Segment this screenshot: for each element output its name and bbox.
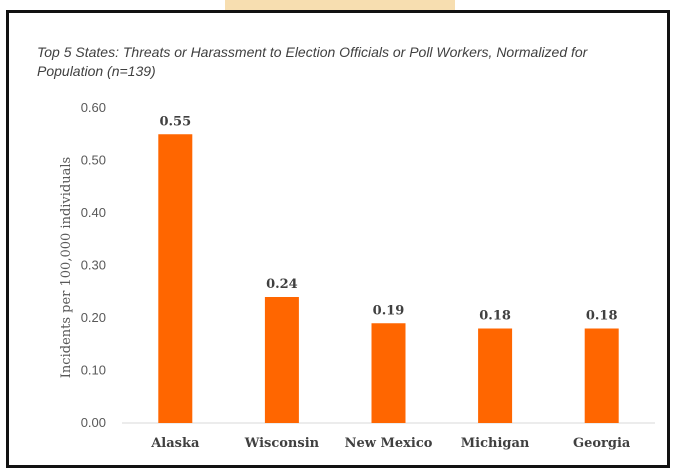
- data-labels-group: 0.55 0.24 0.19 0.18 0.18: [159, 114, 617, 323]
- x-category-label: Michigan: [461, 436, 530, 451]
- bar-data-label: 0.24: [266, 277, 298, 292]
- y-tick-label: 0.50: [81, 153, 106, 168]
- bars-group: [158, 134, 619, 423]
- x-category-label: Alaska: [150, 436, 200, 451]
- y-tick-label: 0.00: [81, 415, 106, 430]
- bar: [158, 134, 193, 423]
- x-category-label: Wisconsin: [244, 436, 320, 451]
- x-category-label: New Mexico: [345, 436, 433, 451]
- chart-frame: [6, 10, 670, 468]
- bar-data-label: 0.55: [159, 114, 191, 129]
- bar: [584, 328, 619, 423]
- y-axis-title: Incidents per 100,000 individuals: [59, 157, 74, 378]
- bar: [478, 328, 513, 423]
- bar: [264, 297, 299, 423]
- decorative-tab: [225, 0, 455, 12]
- x-category-label: Georgia: [573, 436, 631, 451]
- y-tick-label: 0.60: [81, 100, 106, 115]
- bar: [371, 323, 406, 423]
- category-labels-group: Alaska Wisconsin New Mexico Michigan Georgia: [150, 436, 631, 451]
- bar-data-label: 0.18: [586, 309, 618, 324]
- y-tick-label: 0.20: [81, 310, 106, 325]
- bar-data-label: 0.18: [479, 309, 511, 324]
- y-tick-label: 0.40: [81, 205, 106, 220]
- y-tick-label: 0.10: [81, 363, 106, 378]
- y-tick-label: 0.30: [81, 258, 106, 273]
- chart-title: Top 5 States: Threats or Harassment to E…: [37, 44, 588, 79]
- bar-data-label: 0.19: [373, 303, 405, 318]
- y-axis-ticks: 0.00 0.10 0.20 0.30 0.40 0.50 0.60: [81, 100, 106, 430]
